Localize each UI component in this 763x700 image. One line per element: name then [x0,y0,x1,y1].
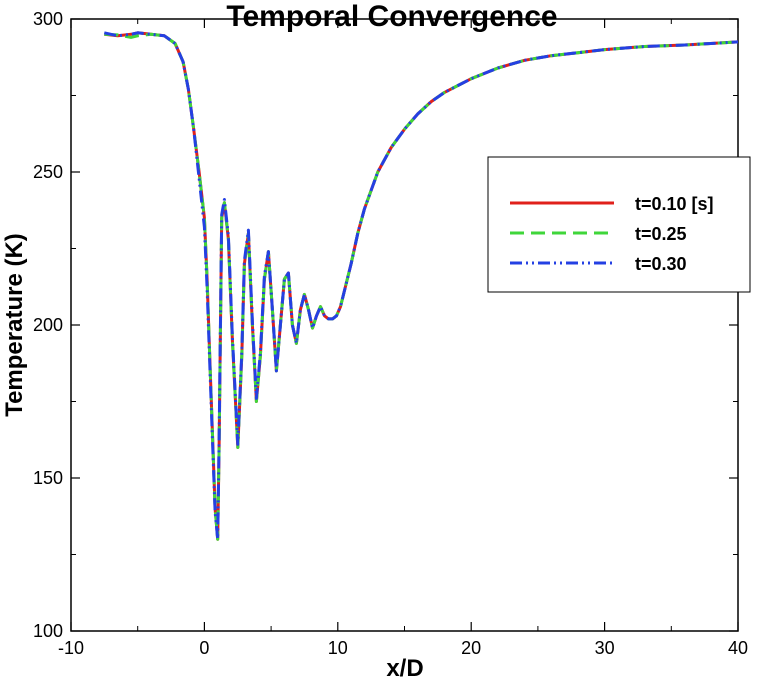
legend-label-3: t=0.30 [635,254,687,274]
legend-label-2: t=0.25 [635,224,687,244]
series-line-3 [103,31,738,541]
y-axis-title: Temperature (K) [1,233,28,417]
legend: t=0.10 [s] t=0.25 t=0.30 [487,156,751,293]
x-tick-label: 20 [461,638,481,658]
y-tick-label: 250 [33,162,63,182]
y-tick-label: 200 [33,315,63,335]
x-tick-label: 0 [199,638,209,658]
series-lines [103,31,738,541]
x-axis-ticks: -10 0 10 20 30 40 [58,19,748,658]
legend-label-1: t=0.10 [s] [635,194,714,214]
y-tick-label: 150 [33,468,63,488]
x-tick-label: -10 [58,638,84,658]
y-axis-ticks: 100 150 200 250 300 [33,9,738,641]
y-tick-label: 300 [33,9,63,29]
x-tick-label: 30 [595,638,615,658]
x-tick-label: 10 [328,638,348,658]
legend-box [487,156,751,293]
chart-title: Temporal Convergence [226,0,557,33]
x-axis-title: x/D [386,655,423,682]
x-tick-label: 40 [728,638,748,658]
y-tick-label: 100 [33,621,63,641]
